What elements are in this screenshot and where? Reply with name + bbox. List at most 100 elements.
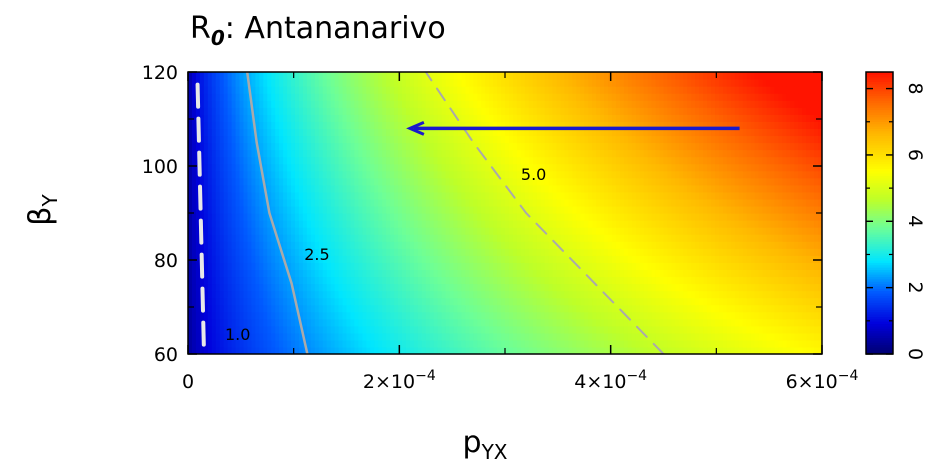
heatmap-cell xyxy=(370,86,375,94)
heatmap-cell xyxy=(275,346,280,354)
heatmap-cell xyxy=(330,269,336,278)
heatmap-cell xyxy=(516,205,522,214)
heatmap-cell xyxy=(394,149,399,158)
heatmap-cell xyxy=(219,220,225,228)
heatmap-cell xyxy=(457,311,463,320)
heatmap-cell xyxy=(663,177,669,186)
heatmap-cell xyxy=(370,142,375,151)
heatmap-cell xyxy=(449,142,455,151)
heatmap-cell xyxy=(639,220,645,228)
heatmap-cell xyxy=(362,227,367,235)
heatmap-cell xyxy=(643,346,649,354)
heatmap-cell xyxy=(421,86,427,94)
heatmap-cell xyxy=(302,191,308,200)
heatmap-cell xyxy=(378,93,383,101)
heatmap-cell xyxy=(338,135,344,144)
heatmap-cell xyxy=(611,283,617,292)
heatmap-cell xyxy=(441,149,447,158)
heatmap-cell xyxy=(362,325,367,334)
heatmap-cell xyxy=(544,100,550,108)
heatmap-cell xyxy=(259,332,264,341)
heatmap-cell xyxy=(619,156,625,165)
heatmap-cell xyxy=(390,339,395,348)
heatmap-cell xyxy=(302,325,308,334)
heatmap-cell xyxy=(508,290,514,299)
heatmap-cell xyxy=(520,79,526,87)
heatmap-cell xyxy=(215,290,221,299)
heatmap-cell xyxy=(279,149,284,158)
heatmap-cell xyxy=(231,213,237,221)
heatmap-cell xyxy=(540,255,546,263)
heatmap-cell xyxy=(386,100,391,108)
heatmap-cell xyxy=(314,339,320,348)
heatmap-cell xyxy=(346,241,352,249)
heatmap-cell xyxy=(425,311,431,320)
heatmap-cell xyxy=(358,283,363,292)
heatmap-cell xyxy=(334,283,340,292)
heatmap-cell xyxy=(465,276,470,285)
heatmap-cell xyxy=(390,100,395,108)
heatmap-cell xyxy=(568,304,573,313)
heatmap-cell xyxy=(536,121,542,129)
heatmap-cell xyxy=(588,86,593,94)
heatmap-cell xyxy=(227,156,233,165)
heatmap-cell xyxy=(231,170,237,179)
heatmap-cell xyxy=(227,346,233,354)
heatmap-cell xyxy=(516,339,522,348)
heatmap-cell xyxy=(449,269,455,278)
heatmap-cell xyxy=(390,156,395,165)
heatmap-cell xyxy=(615,100,621,108)
heatmap-cell xyxy=(354,72,359,80)
heatmap-cell xyxy=(255,107,260,115)
heatmap-cell xyxy=(405,184,411,193)
heatmap-cell xyxy=(536,276,542,285)
heatmap-cell xyxy=(306,86,312,94)
heatmap-cell xyxy=(445,198,451,207)
heatmap-cell xyxy=(306,283,312,292)
heatmap-cell xyxy=(497,283,502,292)
heatmap-cell xyxy=(263,86,268,94)
heatmap-cell xyxy=(334,100,340,108)
heatmap-cell xyxy=(580,107,585,115)
heatmap-cell xyxy=(643,325,649,334)
heatmap-cell xyxy=(469,248,474,256)
heatmap-cell xyxy=(330,290,336,299)
heatmap-cell xyxy=(322,346,328,354)
heatmap-cell xyxy=(453,191,459,200)
heatmap-cell xyxy=(386,184,391,193)
heatmap-cell xyxy=(548,135,554,144)
heatmap-cell xyxy=(330,163,336,172)
heatmap-cell xyxy=(421,283,427,292)
heatmap-cell xyxy=(532,255,538,263)
heatmap-cell xyxy=(350,318,356,327)
heatmap-cell xyxy=(211,227,217,235)
heatmap-cell xyxy=(453,86,459,94)
heatmap-cell xyxy=(584,318,589,327)
heatmap-cell xyxy=(540,248,546,256)
heatmap-cell xyxy=(524,198,530,207)
heatmap-cell xyxy=(386,283,391,292)
heatmap-cell xyxy=(405,149,411,158)
heatmap-cell xyxy=(405,262,411,270)
heatmap-cell xyxy=(465,290,470,299)
heatmap-cell xyxy=(524,234,530,242)
heatmap-cell xyxy=(346,297,352,306)
heatmap-cell xyxy=(679,346,684,354)
heatmap-cell xyxy=(314,325,320,334)
heatmap-cell xyxy=(663,304,669,313)
heatmap-cell xyxy=(199,184,205,193)
heatmap-cell xyxy=(544,135,550,144)
heatmap-cell xyxy=(604,297,609,306)
heatmap-cell xyxy=(651,128,657,137)
heatmap-cell xyxy=(346,198,352,207)
heatmap-cell xyxy=(302,100,308,108)
heatmap-cell xyxy=(528,290,534,299)
heatmap-cell xyxy=(596,205,601,214)
heatmap-cell xyxy=(191,339,197,348)
heatmap-cell xyxy=(651,100,657,108)
heatmap-cell xyxy=(223,205,229,214)
heatmap-cell xyxy=(663,100,669,108)
heatmap-cell xyxy=(191,93,197,101)
heatmap-cell xyxy=(572,241,577,249)
heatmap-cell xyxy=(247,325,252,334)
